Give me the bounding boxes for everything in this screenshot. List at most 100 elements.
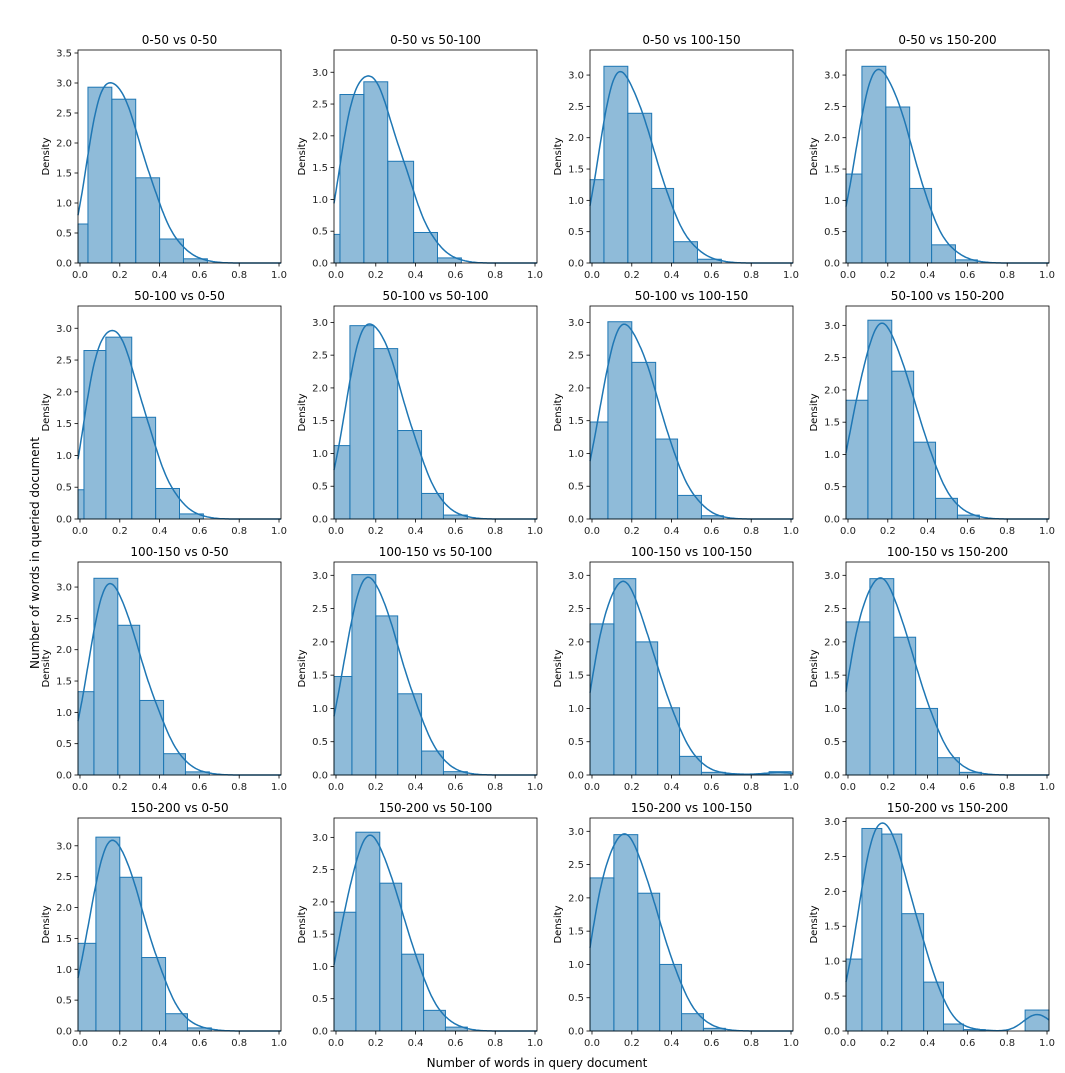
y-tick-label: 2.0 (312, 637, 328, 648)
y-tick-label: 1.0 (56, 708, 72, 719)
x-tick-label: 1.0 (527, 526, 543, 537)
x-tick-label: 0.6 (191, 270, 207, 281)
y-axis-label: Density (41, 137, 52, 175)
y-tick-label: 1.5 (312, 163, 328, 174)
x-tick-label: 0.2 (624, 526, 640, 537)
subplot-title: 100-150 vs 150-200 (887, 545, 1008, 559)
y-tick-label: 1.5 (312, 671, 328, 682)
x-tick-label: 0.4 (152, 526, 168, 537)
axes-frame (589, 561, 794, 776)
y-tick-label: 0.5 (56, 229, 72, 240)
x-tick-label: 0.8 (487, 782, 503, 793)
histogram-bar (589, 421, 609, 520)
axes-frame (333, 561, 538, 776)
y-tick-label: 3.0 (312, 318, 328, 329)
y-tick-label: 1.5 (568, 416, 584, 427)
x-tick-label: 0.6 (191, 782, 207, 793)
y-tick-label: 1.5 (56, 169, 72, 180)
histogram-bar (77, 489, 85, 520)
y-tick-label: 1.0 (56, 451, 72, 462)
y-axis-label: Density (41, 905, 52, 943)
x-tick-label: 0.2 (112, 526, 128, 537)
x-tick-label: 0.2 (112, 782, 128, 793)
x-tick-label: 0.8 (231, 270, 247, 281)
histogram-bar (83, 350, 107, 520)
y-tick-label: 3.0 (312, 68, 328, 79)
histogram-bar (119, 876, 143, 1032)
y-tick-label: 2.5 (312, 100, 328, 111)
y-tick-label: 1.0 (824, 196, 840, 207)
x-tick-label: 0.8 (743, 270, 759, 281)
x-tick-label: 0.2 (880, 526, 896, 537)
x-tick-label: 0.0 (584, 270, 600, 281)
subplot-title: 0-50 vs 0-50 (142, 33, 217, 47)
y-tick-label: 2.0 (56, 139, 72, 150)
axes-frame (333, 817, 538, 1032)
y-tick-label: 2.5 (824, 852, 840, 863)
y-tick-label: 2.0 (312, 383, 328, 394)
y-tick-label: 2.0 (568, 133, 584, 144)
x-tick-label: 0.4 (408, 270, 424, 281)
y-tick-label: 1.0 (568, 704, 584, 715)
figure-xlabel: Number of words in query document (427, 1056, 648, 1070)
subplot: 50-100 vs 150-200 Density 0.0 0.5 1.0 1.5 2.0 2… (809, 289, 1055, 537)
x-tick-label: 0.0 (72, 526, 88, 537)
x-tick-label: 0.2 (112, 270, 128, 281)
x-tick-label: 0.4 (152, 782, 168, 793)
y-tick-label: 0.0 (824, 515, 840, 526)
x-tick-label: 0.4 (920, 782, 936, 793)
y-axis-label: Density (809, 905, 820, 943)
y-tick-label: 1.0 (824, 704, 840, 715)
x-tick-label: 0.0 (328, 526, 344, 537)
y-tick-label: 2.0 (824, 887, 840, 898)
histogram-bar (943, 1023, 964, 1032)
x-tick-label: 0.0 (328, 1038, 344, 1049)
y-tick-label: 1.5 (56, 934, 72, 945)
y-axis-label: Density (297, 649, 308, 687)
x-tick-label: 0.6 (703, 526, 719, 537)
subplot: 150-200 vs 150-200 Density 0.0 0.5 1.0 1.5 2.0… (809, 801, 1055, 1049)
y-tick-label: 0.5 (312, 994, 328, 1005)
subplot: 150-200 vs 100-150 Density 0.0 0.5 1.0 1.5 2.0… (553, 801, 799, 1049)
histogram-bar (87, 86, 113, 264)
x-tick-label: 0.6 (703, 270, 719, 281)
x-tick-label: 0.4 (920, 1038, 936, 1049)
y-tick-label: 0.5 (312, 737, 328, 748)
subplot-title: 50-100 vs 50-100 (383, 289, 489, 303)
histogram-bar (111, 98, 137, 264)
histogram-bar (885, 106, 911, 264)
histogram-bar (333, 911, 357, 1032)
y-tick-label: 0.0 (312, 771, 328, 782)
y-tick-label: 2.0 (568, 383, 584, 394)
histogram-bar (349, 325, 375, 520)
y-tick-label: 3.5 (56, 49, 72, 60)
y-tick-label: 0.5 (568, 227, 584, 238)
x-tick-label: 0.8 (231, 782, 247, 793)
histogram-bar (105, 336, 133, 520)
x-tick-label: 0.2 (368, 782, 384, 793)
y-tick-label: 1.5 (312, 416, 328, 427)
y-tick-label: 0.0 (568, 1027, 584, 1038)
x-tick-label: 1.0 (1039, 782, 1055, 793)
histogram-bar (845, 399, 869, 520)
x-tick-label: 0.8 (743, 782, 759, 793)
x-tick-label: 0.6 (191, 526, 207, 537)
histogram-bar (1024, 1009, 1050, 1032)
histogram-bar (397, 430, 423, 520)
x-tick-label: 0.2 (624, 270, 640, 281)
y-tick-label: 0.5 (568, 482, 584, 493)
y-tick-label: 3.0 (824, 71, 840, 82)
subplot-title: 50-100 vs 0-50 (134, 289, 225, 303)
x-tick-label: 0.6 (959, 1038, 975, 1049)
kde-line (589, 580, 794, 775)
y-tick-label: 0.0 (824, 771, 840, 782)
x-tick-label: 0.6 (703, 1038, 719, 1049)
axes-frame (845, 561, 1050, 776)
y-tick-label: 2.5 (568, 604, 584, 615)
x-tick-label: 0.4 (920, 526, 936, 537)
x-tick-label: 0.0 (840, 526, 856, 537)
y-tick-label: 2.5 (568, 860, 584, 871)
y-tick-label: 1.0 (312, 195, 328, 206)
x-tick-label: 0.8 (487, 1038, 503, 1049)
subplot-title: 50-100 vs 100-150 (635, 289, 749, 303)
